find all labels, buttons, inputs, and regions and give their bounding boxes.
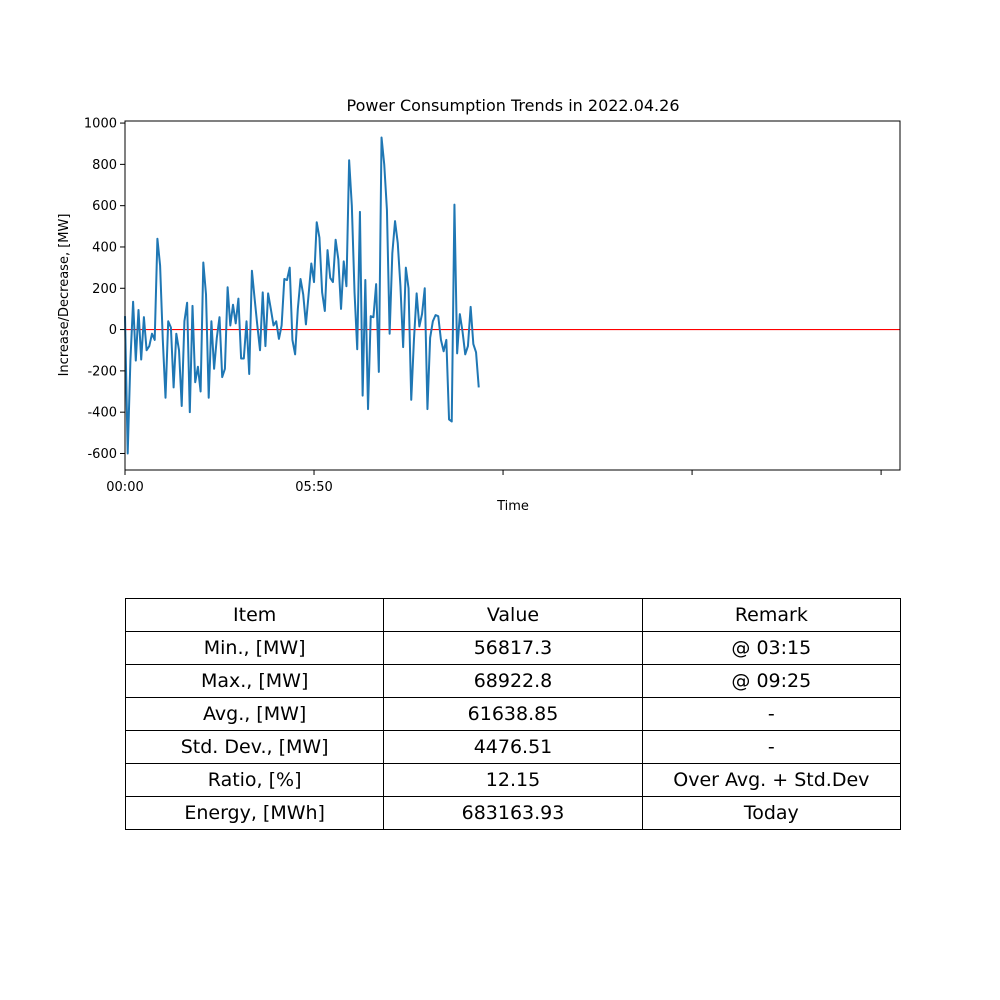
line-chart: Power Consumption Trends in 2022.04.26 -… [57,96,901,514]
table-row: Max., [MW] 68922.8 @ 09:25 [124,664,902,698]
table-header-row: Item Value Remark [124,598,902,632]
y-tick-label: -400 [87,406,117,421]
table-cell: 56817.3 [383,631,643,665]
y-tick-label: -600 [87,447,117,462]
table-cell: @ 03:15 [641,631,902,665]
table-cell: Remark [641,598,902,632]
y-axis: -600 -400 -200 0 200 400 600 800 1000 [84,117,125,462]
chart-title: Power Consumption Trends in 2022.04.26 [346,96,679,115]
plot-frame [124,120,901,471]
table-cell: Over Avg. + Std.Dev [641,763,902,797]
y-tick-label: 0 [109,323,117,338]
x-axis: 00:00 05:50 [106,470,882,495]
table-cell: Item [124,598,385,632]
series-line [124,136,480,455]
y-tick-label: 600 [92,199,117,214]
table-cell: Min., [MW] [124,631,385,665]
x-tick-label: 00:00 [106,480,143,495]
y-tick-label: 200 [92,282,117,297]
table-cell: 61638.85 [383,697,643,731]
y-tick-label: -200 [87,364,117,379]
table-cell: - [641,697,902,731]
table-row: Min., [MW] 56817.3 @ 03:15 [124,631,902,665]
table-cell: Energy, [MWh] [124,796,385,830]
table-cell: Avg., [MW] [124,697,385,731]
table-cell: Ratio, [%] [124,763,385,797]
table-row: Std. Dev., [MW] 4476.51- [124,730,902,764]
table-cell: 12.15 [383,763,643,797]
table-row: Avg., [MW] 61638.85- [124,697,902,731]
table-cell: 68922.8 [383,664,643,698]
table-cell: 683163.93 [383,796,643,830]
x-axis-label: Time [496,499,529,514]
table-cell: 4476.51 [383,730,643,764]
table-row: Ratio, [%] 12.15 Over Avg. + Std.Dev [124,763,902,797]
y-axis-label: Increase/Decrease, [MW] [57,214,72,377]
table-cell: Std. Dev., [MW] [124,730,385,764]
table-cell: @ 09:25 [641,664,902,698]
y-tick-label: 800 [92,158,117,173]
table-cell: Value [383,598,643,632]
x-tick-label: 05:50 [295,480,332,495]
stats-table: Item Value Remark Min., [MW] 56817.3 @ 03:15 M… [124,598,902,830]
table-cell: - [641,730,902,764]
table-cell: Max., [MW] [124,664,385,698]
y-tick-label: 1000 [84,117,117,132]
y-tick-label: 400 [92,240,117,255]
table-cell: Today [641,796,902,830]
table-row: Energy, [MWh] 683163.93 Today [124,796,902,830]
